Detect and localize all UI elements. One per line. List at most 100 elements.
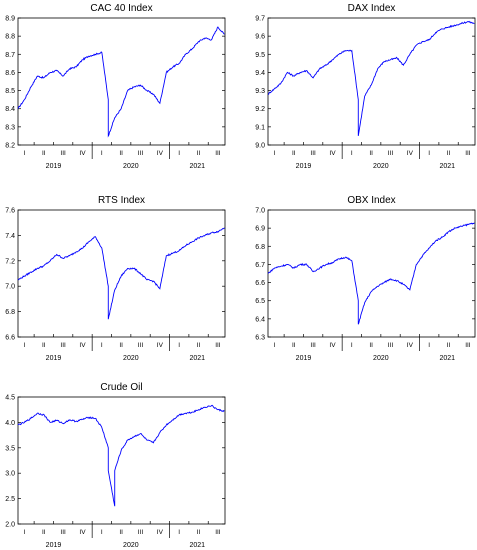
x-quarter-label: II: [292, 150, 296, 157]
x-year-label: 2019: [46, 355, 62, 362]
x-quarter-label: IV: [157, 342, 164, 349]
x-quarter-label: II: [447, 150, 451, 157]
y-tick-label: 4.5: [5, 395, 15, 402]
y-tick-label: 7.0: [5, 284, 15, 291]
series-line: [17, 26, 225, 138]
x-quarter-label: IV: [407, 342, 414, 349]
x-quarter-label: II: [197, 342, 201, 349]
x-year-label: 2020: [123, 163, 139, 170]
x-quarter-label: III: [310, 342, 316, 349]
x-year-label: 2020: [123, 542, 139, 549]
y-tick-label: 9.2: [255, 106, 265, 113]
x-quarter-label: I: [24, 529, 26, 536]
y-tick-label: 9.1: [255, 124, 265, 131]
y-tick-label: 3.5: [5, 445, 15, 452]
x-year-label: 2021: [189, 355, 205, 362]
x-quarter-label: I: [428, 150, 430, 157]
y-tick-label: 7.6: [5, 208, 15, 215]
x-year-label: 2021: [439, 355, 455, 362]
chart-title: Crude Oil: [100, 382, 142, 393]
y-tick-label: 8.9: [5, 16, 15, 23]
x-year-label: 2021: [439, 163, 455, 170]
plot-frame: [267, 17, 476, 146]
y-tick-label: 6.5: [255, 298, 265, 305]
x-quarter-label: IV: [157, 150, 164, 157]
x-quarter-label: I: [101, 342, 103, 349]
x-year-label: 2021: [189, 163, 205, 170]
y-tick-label: 8.2: [5, 143, 15, 150]
y-tick-label: 6.6: [255, 280, 265, 287]
x-quarter-label: III: [465, 342, 471, 349]
x-quarter-label: II: [447, 342, 451, 349]
y-tick-label: 6.8: [5, 309, 15, 316]
x-year-label: 2020: [123, 355, 139, 362]
y-tick-label: 2.0: [5, 522, 15, 529]
series-line: [17, 404, 225, 507]
y-tick-label: 9.0: [255, 143, 265, 150]
y-tick-label: 8.8: [5, 34, 15, 41]
x-quarter-label: III: [138, 342, 144, 349]
x-quarter-label: I: [351, 342, 353, 349]
x-year-label: 2019: [296, 163, 312, 170]
series-line: [267, 222, 475, 325]
plot-frame: [17, 209, 226, 338]
x-quarter-label: III: [215, 150, 221, 157]
x-quarter-label: IV: [329, 150, 336, 157]
x-quarter-label: IV: [79, 150, 86, 157]
x-quarter-label: I: [351, 150, 353, 157]
x-quarter-label: II: [369, 342, 373, 349]
x-quarter-label: IV: [79, 342, 86, 349]
chart-title: RTS Index: [98, 195, 145, 206]
plot-frame: [267, 209, 476, 338]
x-quarter-label: II: [42, 529, 46, 536]
y-tick-label: 9.7: [255, 16, 265, 23]
x-quarter-label: III: [465, 150, 471, 157]
y-tick-label: 8.6: [5, 70, 15, 77]
y-tick-label: 6.9: [255, 226, 265, 233]
x-quarter-label: I: [178, 150, 180, 157]
x-quarter-label: II: [119, 150, 123, 157]
x-year-label: 2019: [46, 542, 62, 549]
x-year-label: 2019: [46, 163, 62, 170]
x-quarter-label: I: [24, 342, 26, 349]
y-tick-label: 8.4: [5, 106, 15, 113]
x-quarter-label: I: [178, 529, 180, 536]
x-quarter-label: II: [42, 342, 46, 349]
y-tick-label: 7.4: [5, 233, 15, 240]
y-tick-label: 6.3: [255, 335, 265, 342]
x-quarter-label: II: [119, 342, 123, 349]
x-quarter-label: I: [24, 150, 26, 157]
x-year-label: 2020: [373, 355, 389, 362]
x-quarter-label: II: [292, 342, 296, 349]
x-quarter-label: IV: [407, 150, 414, 157]
y-tick-label: 7.2: [5, 258, 15, 265]
plot-frame: [17, 396, 226, 525]
x-quarter-label: II: [197, 529, 201, 536]
x-quarter-label: I: [428, 342, 430, 349]
x-quarter-label: II: [369, 150, 373, 157]
y-tick-label: 9.6: [255, 34, 265, 41]
x-quarter-label: I: [101, 529, 103, 536]
y-tick-label: 8.5: [5, 88, 15, 95]
y-tick-label: 6.7: [255, 262, 265, 269]
y-tick-label: 4.0: [5, 420, 15, 427]
x-quarter-label: II: [42, 150, 46, 157]
x-quarter-label: II: [119, 529, 123, 536]
y-tick-label: 9.4: [255, 70, 265, 77]
x-quarter-label: I: [101, 150, 103, 157]
plot-frame: [17, 17, 226, 146]
x-year-label: 2020: [373, 163, 389, 170]
x-quarter-label: I: [178, 342, 180, 349]
x-quarter-label: III: [60, 150, 66, 157]
x-quarter-label: III: [215, 342, 221, 349]
x-year-label: 2019: [296, 355, 312, 362]
x-quarter-label: I: [274, 150, 276, 157]
chart-title: OBX Index: [347, 195, 395, 206]
x-quarter-label: III: [215, 529, 221, 536]
y-tick-label: 8.7: [5, 52, 15, 59]
